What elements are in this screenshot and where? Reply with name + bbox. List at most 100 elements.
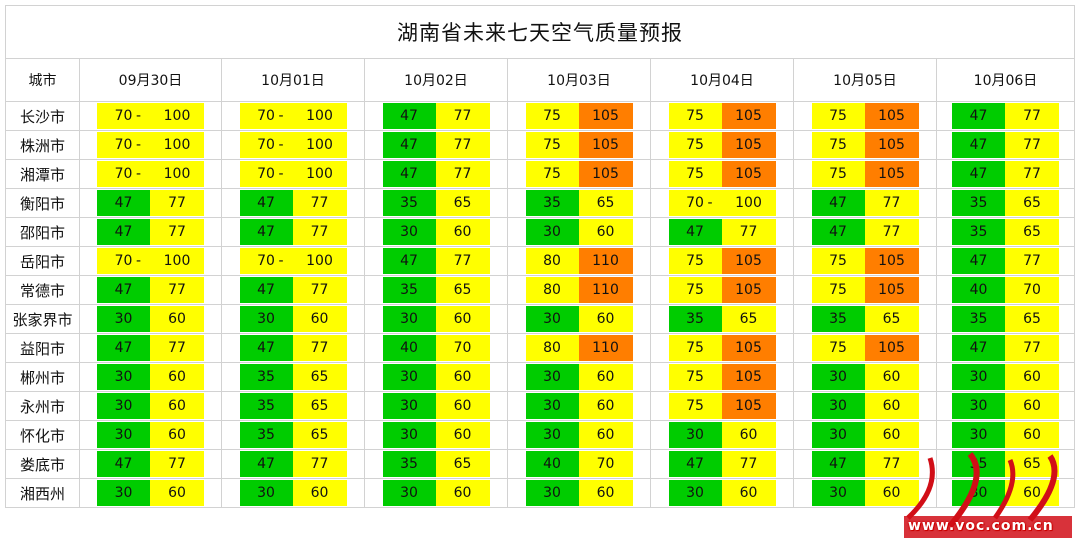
aqi-range: 30 60: [525, 306, 633, 332]
forecast-cell: 30 60: [650, 420, 794, 450]
aqi-high-value-wrap: 60: [864, 364, 919, 390]
aqi-low-value: 30: [525, 393, 579, 419]
aqi-high-value-wrap: 77: [1005, 103, 1059, 129]
header-row: 城市 09月30日 10月01日 10月02日 10月03日 10月04日 10月05日 1…: [5, 58, 1075, 102]
aqi-high-value-wrap: 100 -: [279, 103, 347, 129]
aqi-low-value: 75: [811, 161, 865, 187]
aqi-high-value-wrap: 100 -: [136, 161, 204, 187]
aqi-low-value: 35: [952, 219, 1005, 245]
forecast-cell: 30 60: [507, 217, 651, 247]
forecast-cell: 47 77: [936, 101, 1075, 131]
aqi-low-value: 75: [668, 132, 722, 158]
aqi-high-value: 60: [596, 224, 615, 240]
aqi-low-value: 70: [97, 103, 150, 129]
aqi-range: 35 65: [668, 306, 776, 332]
range-dash: -: [278, 253, 284, 269]
city-name: 邵阳市: [5, 217, 80, 247]
aqi-high-value-wrap: 60: [721, 480, 776, 506]
aqi-high-value: 65: [1023, 195, 1041, 211]
aqi-high-value-wrap: 60: [1005, 480, 1059, 506]
aqi-low-value: 35: [952, 190, 1005, 216]
forecast-cell: 47 77: [79, 188, 222, 218]
aqi-low-value: 30: [525, 422, 579, 448]
aqi-low-value: 75: [668, 364, 722, 390]
aqi-high-value: 60: [882, 369, 901, 385]
aqi-range: 75 105: [811, 132, 919, 158]
city-name: 岳阳市: [5, 246, 80, 276]
aqi-low-value: 30: [952, 364, 1005, 390]
date-header: 09月30日: [79, 58, 222, 102]
aqi-high-value: 77: [310, 340, 329, 356]
forecast-cell: 30 60: [507, 304, 651, 334]
aqi-high-value: 105: [735, 369, 762, 385]
forecast-cell: 35 65: [364, 188, 508, 218]
aqi-low-value: 30: [952, 480, 1005, 506]
aqi-high-value: 77: [739, 224, 758, 240]
aqi-low-value: 30: [382, 219, 436, 245]
aqi-high-value-wrap: 65: [1005, 306, 1059, 332]
aqi-high-value: 60: [739, 427, 758, 443]
forecast-cell: 35 65: [650, 304, 794, 334]
aqi-low-value: 35: [525, 190, 579, 216]
aqi-range: 47 77: [382, 103, 490, 129]
aqi-range: 30 60: [382, 480, 490, 506]
aqi-high-value-wrap: 77: [864, 219, 919, 245]
aqi-high-value: 60: [596, 311, 615, 327]
aqi-low-value: 47: [239, 219, 293, 245]
aqi-range: 35 65: [525, 190, 633, 216]
aqi-high-value-wrap: 105: [721, 364, 776, 390]
forecast-cell: 47 77: [936, 159, 1075, 189]
aqi-high-value: 77: [168, 195, 186, 211]
aqi-high-value-wrap: 65: [292, 393, 347, 419]
aqi-high-value-wrap: 60: [578, 364, 633, 390]
aqi-low-value: 70: [239, 103, 293, 129]
forecast-cell: 30 60: [364, 478, 508, 508]
forecast-cell: 30 60: [793, 420, 937, 450]
table-row: 永州市 30 60 35 65 30 60 30 60 75 105 30 60 30 60: [5, 391, 1075, 421]
aqi-range: 35 65: [239, 393, 347, 419]
aqi-high-value: 105: [735, 253, 762, 269]
aqi-low-value: 30: [525, 364, 579, 390]
aqi-low-value: 47: [952, 161, 1005, 187]
aqi-low-value: 30: [952, 422, 1005, 448]
forecast-cell: 47 77: [650, 217, 794, 247]
forecast-cell: 47 77: [364, 101, 508, 131]
aqi-range: 47 77: [97, 277, 204, 303]
date-header: 10月02日: [364, 58, 508, 102]
aqi-low-value: 80: [525, 277, 579, 303]
aqi-high-value-wrap: 77: [150, 190, 204, 216]
aqi-low-value: 75: [668, 103, 722, 129]
aqi-range: 47 77: [239, 451, 347, 477]
aqi-high-value: 60: [168, 427, 186, 443]
aqi-high-value: 77: [168, 456, 186, 472]
aqi-range: 75 105: [668, 248, 776, 274]
aqi-range: 30 60: [952, 393, 1059, 419]
aqi-range: 75 105: [811, 335, 919, 361]
aqi-high-value: 100: [735, 195, 762, 211]
aqi-high-value-wrap: 100 -: [136, 248, 204, 274]
forecast-cell: 47 77: [79, 333, 222, 363]
aqi-high-value-wrap: 105: [578, 161, 633, 187]
aqi-low-value: 30: [382, 393, 436, 419]
forecast-cell: 75 105: [650, 391, 794, 421]
aqi-high-value: 60: [168, 398, 186, 414]
forecast-cell: 40 70: [936, 275, 1075, 305]
aqi-low-value: 35: [382, 190, 436, 216]
aqi-range: 47 77: [952, 161, 1059, 187]
aqi-range: 35 65: [239, 422, 347, 448]
aqi-low-value: 47: [952, 103, 1005, 129]
aqi-low-value: 70: [239, 161, 293, 187]
aqi-high-value-wrap: 60: [150, 393, 204, 419]
aqi-range: 47 77: [97, 335, 204, 361]
aqi-low-value: 47: [382, 161, 436, 187]
aqi-low-value: 40: [952, 277, 1005, 303]
aqi-range: 70 100 -: [97, 103, 204, 129]
aqi-high-value-wrap: 60: [435, 364, 490, 390]
aqi-high-value-wrap: 100 -: [279, 132, 347, 158]
forecast-cell: 30 60: [793, 478, 937, 508]
forecast-cell: 35 65: [364, 275, 508, 305]
aqi-high-value-wrap: 60: [150, 306, 204, 332]
forecast-cell: 35 65: [793, 304, 937, 334]
aqi-high-value: 100: [163, 253, 191, 269]
aqi-high-value: 65: [310, 369, 329, 385]
